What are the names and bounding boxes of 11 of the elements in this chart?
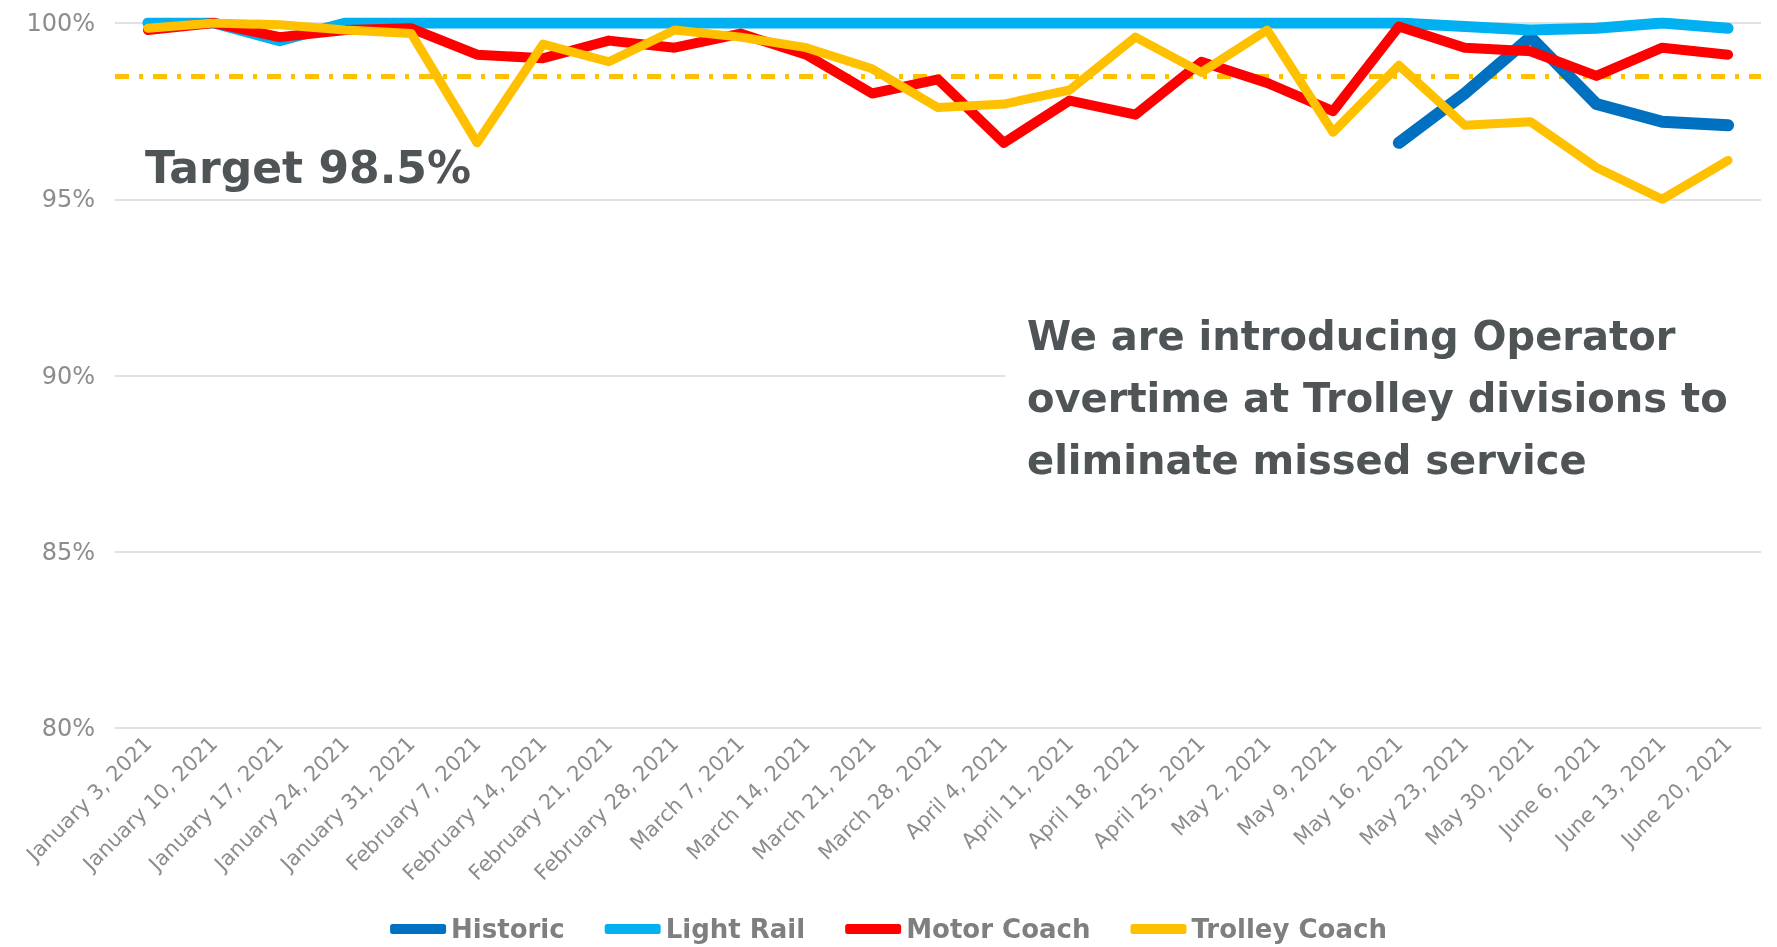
ref-line-label: Target 98.5% — [145, 142, 472, 194]
legend-label: Motor Coach — [906, 914, 1091, 944]
legend-label: Historic — [451, 914, 565, 944]
legend-label: Trolley Coach — [1191, 914, 1387, 944]
y-tick-label: 95% — [41, 185, 95, 214]
legend-label: Light Rail — [665, 914, 806, 944]
y-tick-label: 80% — [41, 714, 95, 742]
annotation: We are introducing Operator overtime at Trolley divisions to eliminate missed service — [1027, 313, 1742, 483]
y-tick-label: 85% — [41, 537, 95, 566]
y-tick-label: 100% — [26, 9, 95, 37]
y-tick-label: 90% — [41, 361, 95, 390]
